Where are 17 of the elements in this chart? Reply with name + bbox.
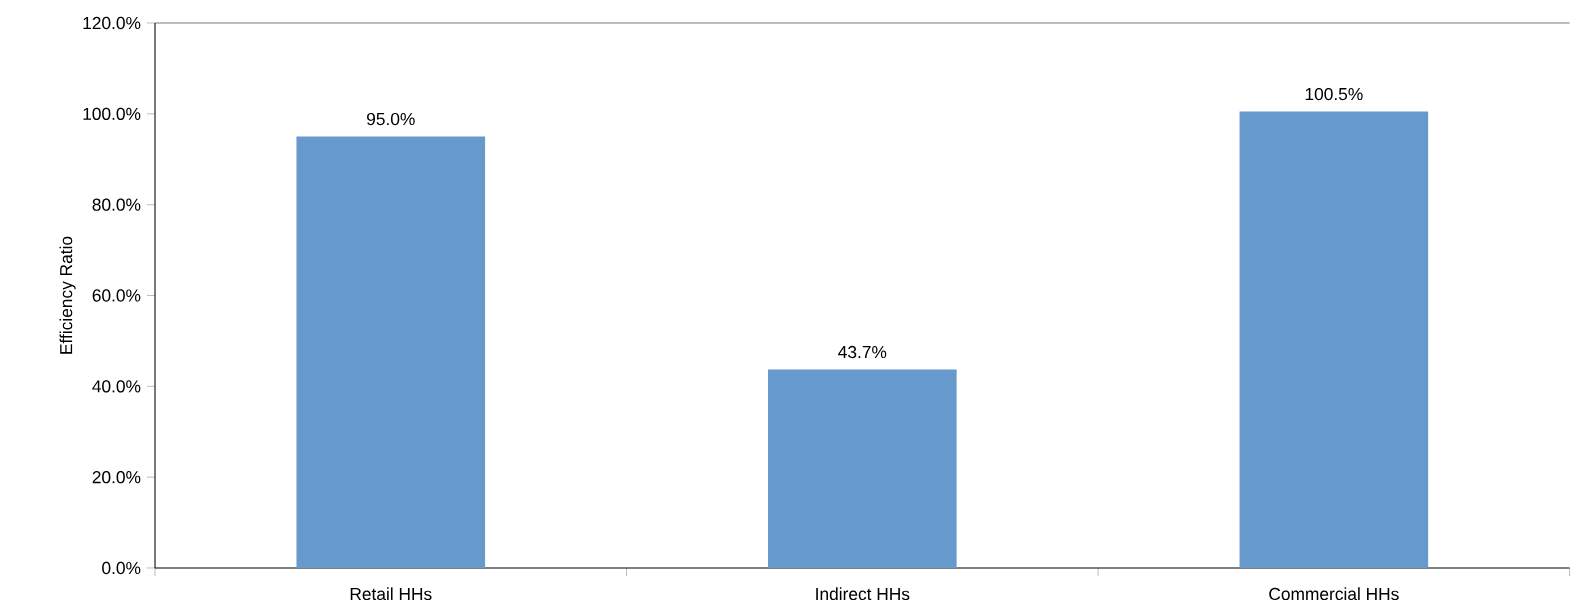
bar [768, 369, 957, 568]
y-tick-label: 120.0% [83, 16, 141, 30]
y-tick-label: 100.0% [83, 107, 141, 120]
data-label: 43.7% [838, 345, 887, 359]
y-tick-label: 60.0% [92, 289, 141, 302]
y-tick-label: 80.0% [92, 198, 141, 211]
bar [296, 136, 486, 568]
data-label: 100.5% [1305, 87, 1363, 101]
y-tick-label: 40.0% [92, 380, 141, 393]
x-tick-label: Commercial HHs [1269, 587, 1399, 601]
y-axis-title: Efficiency Ratio [59, 236, 76, 354]
data-label: 95.0% [367, 112, 415, 126]
y-tick-label: 0.0% [102, 561, 141, 575]
bar [1239, 111, 1429, 568]
y-tick-label: 20.0% [92, 471, 141, 484]
x-tick-label: Retail HHs [350, 587, 432, 601]
x-tick-label: Indirect HHs [816, 587, 910, 601]
